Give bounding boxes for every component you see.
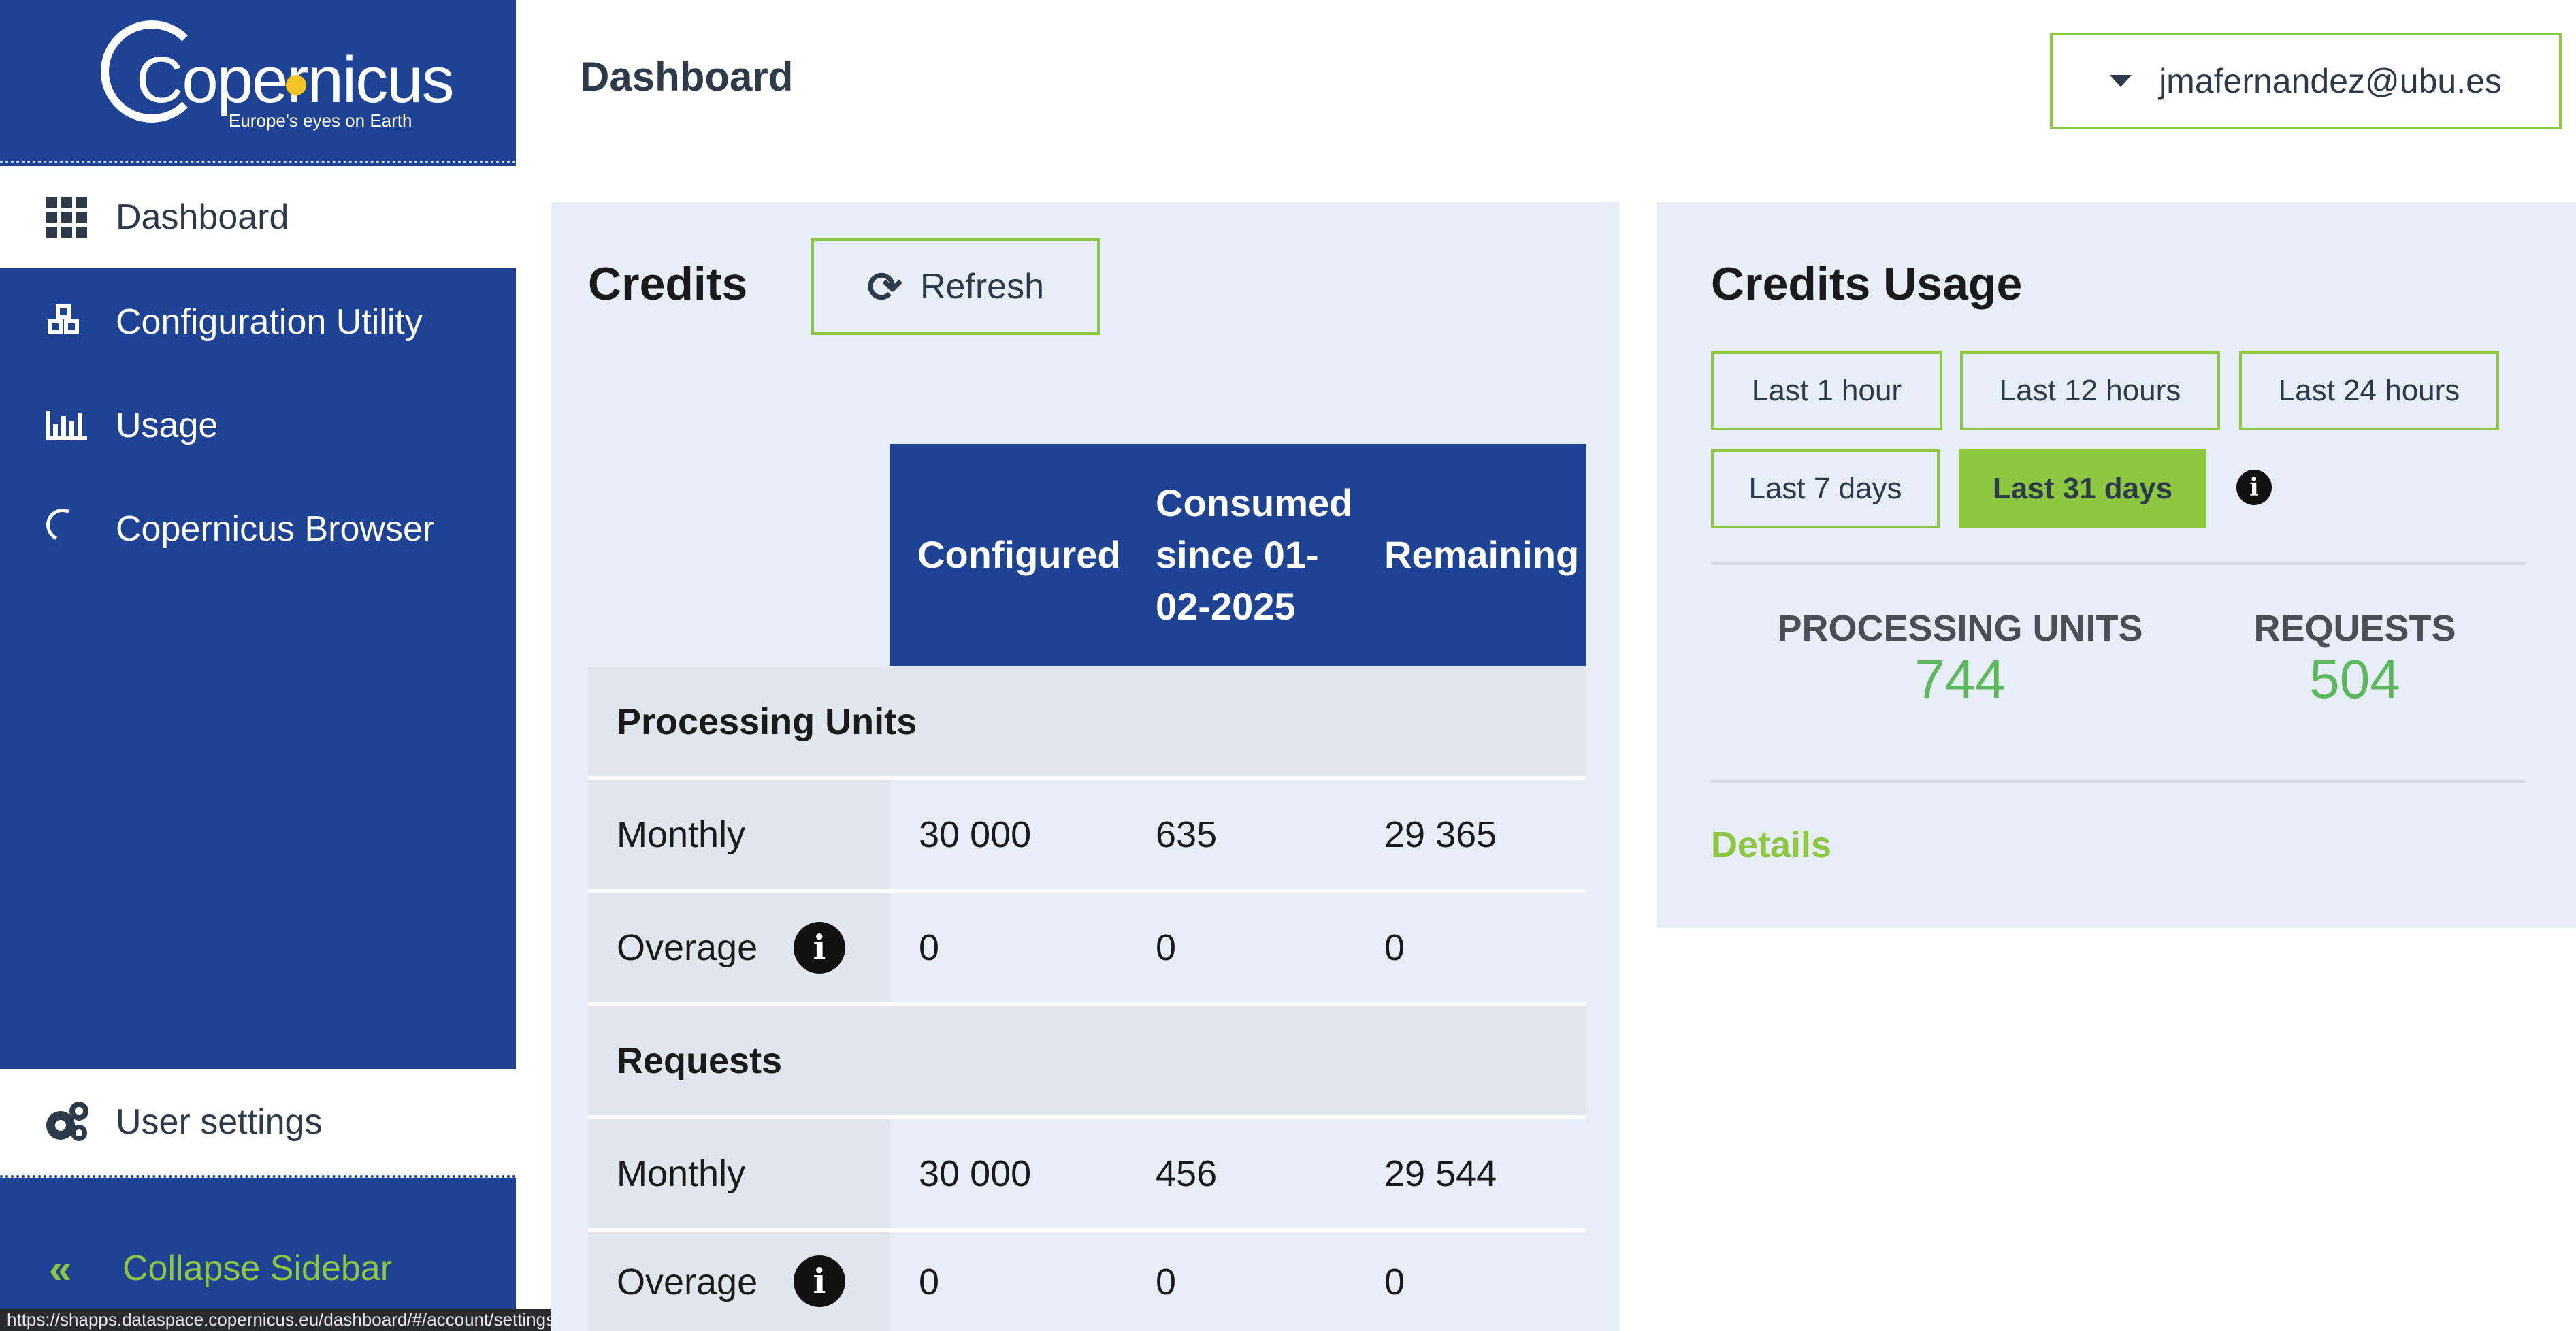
sidebar-item-copernicus-browser[interactable]: Copernicus Browser [0, 478, 516, 580]
page-title: Dashboard [580, 54, 794, 99]
cell-remaining: 29 544 [1384, 1153, 1497, 1194]
refresh-icon: ⟳ [866, 263, 902, 311]
details-link[interactable]: Details [1711, 824, 1832, 865]
stat-label-requests: REQUESTS [2253, 608, 2456, 649]
cell-remaining: 0 [1384, 1261, 1405, 1302]
row-label: Overage [617, 927, 758, 968]
cubes-icon [46, 302, 87, 342]
sidebar-item-label: User settings [116, 1102, 323, 1142]
cell-configured: 30 000 [919, 814, 1032, 855]
row-label: Monthly [617, 1153, 746, 1194]
credits-usage-title: Credits Usage [1711, 258, 2023, 310]
range-last-31-days-button[interactable]: Last 31 days [1959, 449, 2206, 528]
cell-consumed: 0 [1156, 927, 1177, 968]
user-email: jmafernandez@ubu.es [2159, 62, 2502, 100]
table-row: Overage i 0 0 0 [588, 1232, 1586, 1331]
grid-icon [46, 197, 87, 238]
cell-remaining: 29 365 [1384, 814, 1497, 855]
row-label: Overage [617, 1261, 758, 1302]
cell-configured: 0 [919, 1261, 940, 1302]
table-row: Monthly 30 000 635 29 365 [588, 780, 1586, 889]
sidebar-item-label: Dashboard [116, 197, 289, 237]
gears-icon [46, 1102, 88, 1142]
cell-remaining: 0 [1384, 927, 1405, 968]
caret-down-icon [2110, 75, 2132, 87]
column-header-configured: Configured [917, 533, 1121, 576]
stat-label-processing-units: PROCESSING UNITS [1777, 608, 2143, 649]
sidebar-item-configuration-utility[interactable]: Configuration Utility [0, 271, 516, 373]
sidebar-item-label: Usage [116, 406, 218, 445]
collapse-sidebar-button[interactable]: « Collapse Sidebar [0, 1231, 516, 1306]
credits-table-header: Configured Consumed since 01-02-2025 Rem… [890, 444, 1586, 666]
range-last-24-hours-button[interactable]: Last 24 hours [2239, 351, 2499, 430]
sidebar-item-usage[interactable]: Usage [0, 374, 516, 477]
cell-consumed: 456 [1156, 1153, 1218, 1194]
info-icon[interactable]: i [794, 1255, 845, 1307]
divider [1711, 780, 2525, 783]
cell-configured: 0 [919, 927, 940, 968]
loading-arc-icon [42, 504, 87, 549]
table-section-processing-units: Processing Units [588, 667, 1586, 776]
column-header-consumed: Consumed since 01-02-2025 [1156, 481, 1353, 628]
refresh-button[interactable]: ⟳ Refresh [811, 238, 1100, 335]
stat-value-requests: 504 [2309, 649, 2400, 709]
range-last-1-hour-button[interactable]: Last 1 hour [1711, 351, 1942, 430]
sidebar-item-label: Copernicus Browser [116, 509, 435, 549]
table-section-requests: Requests [588, 1006, 1586, 1115]
sidebar-item-dashboard[interactable]: Dashboard [0, 166, 516, 268]
bar-chart-icon [46, 405, 87, 446]
cell-configured: 30 000 [919, 1153, 1032, 1194]
refresh-label: Refresh [919, 267, 1045, 306]
sidebar-item-user-settings[interactable]: User settings [0, 1069, 516, 1178]
stat-value-processing-units: 744 [1914, 649, 2006, 709]
credits-title: Credits [588, 258, 748, 310]
section-label: Processing Units [617, 701, 917, 742]
table-row: Overage i 0 0 0 [588, 893, 1586, 1002]
sidebar: Copernicus Europe's eyes on Earth Dashbo… [0, 0, 516, 1331]
divider [1711, 562, 2525, 565]
column-header-remaining: Remaining [1384, 533, 1580, 576]
cell-consumed: 635 [1156, 814, 1218, 855]
credits-usage-panel [1657, 202, 2576, 928]
collapse-sidebar-label: Collapse Sidebar [123, 1249, 393, 1288]
copernicus-logo[interactable]: Copernicus Europe's eyes on Earth [0, 0, 516, 163]
table-row: Monthly 30 000 456 29 544 [588, 1119, 1586, 1228]
cell-consumed: 0 [1156, 1261, 1177, 1302]
info-icon[interactable]: i [794, 922, 845, 974]
row-label: Monthly [617, 814, 746, 855]
user-menu-button[interactable]: jmafernandez@ubu.es [2050, 33, 2562, 129]
section-label: Requests [617, 1040, 783, 1081]
sidebar-item-label: Configuration Utility [116, 302, 423, 342]
range-last-12-hours-button[interactable]: Last 12 hours [1960, 351, 2220, 430]
logo-sun-icon [286, 75, 306, 95]
range-last-7-days-button[interactable]: Last 7 days [1711, 449, 1940, 528]
info-icon[interactable]: i [2236, 470, 2272, 505]
logo-tagline: Europe's eyes on Earth [229, 110, 412, 131]
double-chevron-left-icon: « [49, 1245, 72, 1292]
